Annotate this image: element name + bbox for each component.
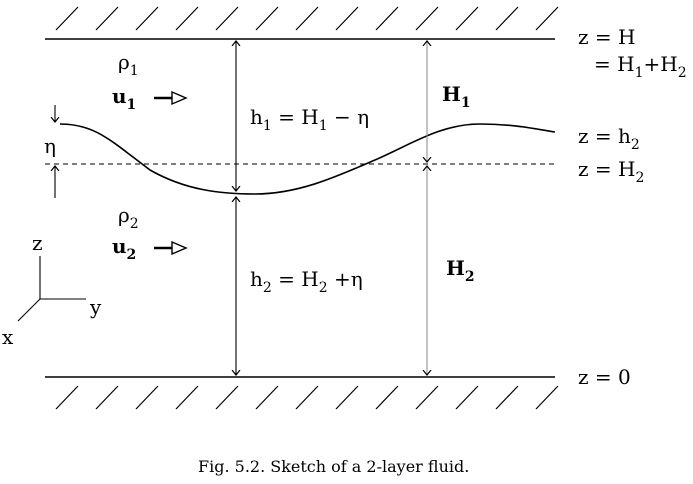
figure-caption: Fig. 5.2. Sketch of a 2-layer fluid. — [198, 457, 469, 476]
hatch-mark — [255, 6, 279, 31]
hatch-mark — [175, 385, 199, 410]
hatch-mark — [55, 385, 79, 410]
hatch-mark — [55, 6, 79, 31]
bottom-wall — [45, 376, 559, 410]
hatch-mark — [495, 6, 519, 31]
hatch-mark — [95, 385, 119, 410]
hatch-mark — [535, 385, 559, 410]
hatch-mark — [135, 6, 159, 31]
hatch-mark — [335, 6, 359, 31]
hatch-mark — [135, 385, 159, 410]
z-equals-0-label: z = 0 — [578, 365, 631, 389]
interface-curve — [59, 123, 556, 195]
hatch-mark — [215, 385, 239, 410]
eta-label: η — [44, 134, 56, 158]
hatch-mark — [455, 6, 479, 31]
hatch-mark — [95, 6, 119, 31]
z-equals-H-label: z = H — [578, 25, 635, 49]
z-equals-h2-label: z = h2 — [578, 124, 640, 153]
hatch-mark — [335, 385, 359, 410]
u1-arrow — [154, 90, 188, 106]
hatch-mark — [415, 385, 439, 410]
rho2-label: ρ2 — [118, 203, 139, 232]
axis-x-label: x — [2, 325, 14, 349]
H-equals-H1-plus-H2-label: = H1+H2 — [594, 52, 687, 81]
H2-label: H2 — [446, 256, 475, 285]
hatch-mark — [295, 385, 319, 410]
h2-equation: h2 = H2 +η — [250, 267, 363, 296]
H1-label: H1 — [442, 82, 471, 111]
h1-equation: h1 = H1 − η — [250, 105, 369, 134]
u1-label: u1 — [112, 84, 136, 113]
hatch-mark — [495, 385, 519, 410]
hatch-mark — [255, 385, 279, 410]
hatch-mark — [215, 6, 239, 31]
axis-y-label: y — [89, 295, 102, 319]
hatch-mark — [455, 385, 479, 410]
hatch-mark — [295, 6, 319, 31]
rho1-label: ρ1 — [118, 50, 139, 79]
top-wall — [45, 6, 559, 40]
hatch-mark — [175, 6, 199, 31]
hatch-mark — [415, 6, 439, 31]
u2-label: u2 — [112, 234, 136, 263]
u2-arrow — [154, 240, 188, 256]
hatch-mark — [375, 385, 399, 410]
axis-z-label: z — [32, 231, 43, 255]
coordinate-axes — [17, 256, 86, 322]
hatch-mark — [535, 6, 559, 31]
hatch-mark — [375, 6, 399, 31]
z-equals-H2-label: z = H2 — [578, 157, 644, 186]
